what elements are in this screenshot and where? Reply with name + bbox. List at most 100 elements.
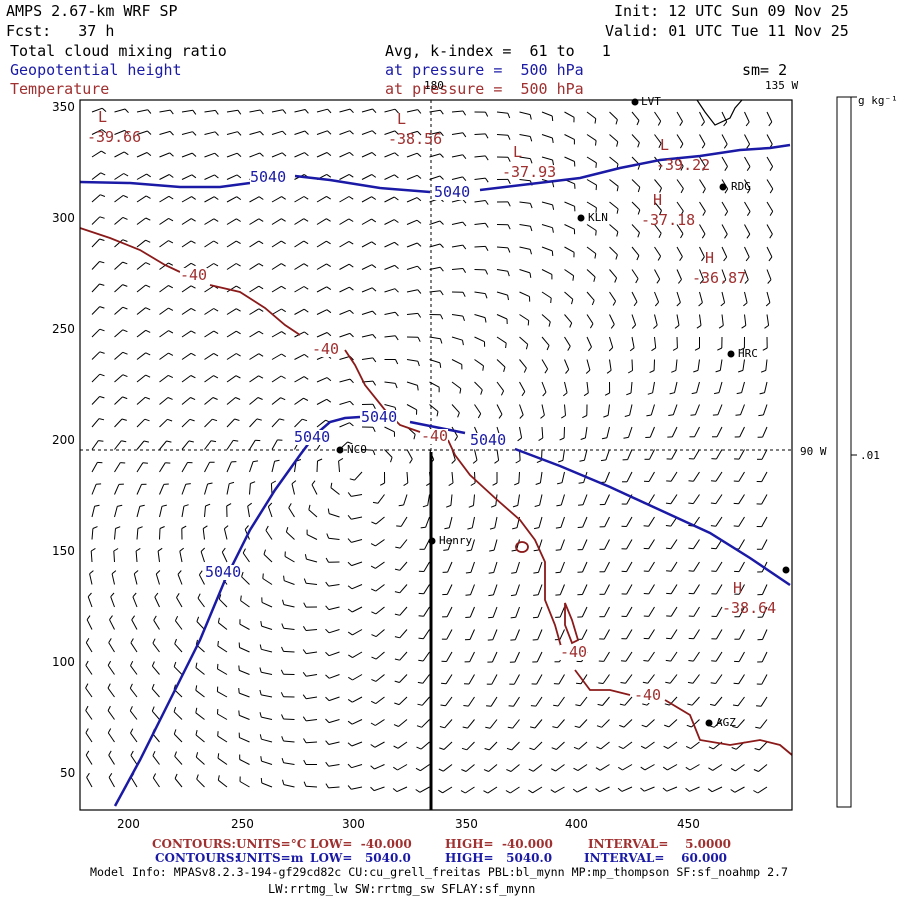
wind-barb-staff: [474, 314, 486, 319]
wind-barb-feather: [168, 285, 174, 289]
wind-barb-feather: [769, 211, 774, 216]
extremum-value-6: -36.87: [692, 269, 747, 287]
wind-barb-staff: [375, 516, 385, 525]
wind-barb-feather: [263, 549, 266, 555]
wind-barb-staff: [645, 741, 655, 749]
footer-model-info: Model Info: MPASv8.2.3-194-gf29cd82c CU:…: [90, 865, 789, 879]
wind-barb-feather: [642, 681, 648, 684]
wind-barb-staff: [474, 449, 478, 461]
wind-barb-staff: [648, 539, 655, 550]
wind-barb-feather: [168, 374, 174, 379]
wind-barb-staff: [283, 740, 295, 743]
wind-barb-feather: [701, 256, 705, 262]
wind-barb-staff: [351, 584, 363, 590]
wind-barb-staff: [375, 561, 385, 569]
wind-barb-feather: [327, 130, 332, 135]
wind-barb-staff: [204, 152, 215, 158]
wind-barb-staff: [226, 397, 236, 405]
wind-barb-feather: [259, 644, 262, 650]
wind-barb-feather: [724, 188, 729, 194]
wind-barb-feather: [349, 422, 354, 427]
wind-barb-staff: [603, 606, 610, 617]
wind-barb-feather: [603, 414, 609, 418]
wind-barb-feather: [393, 724, 399, 727]
wind-barb-staff: [474, 381, 483, 391]
wind-barb-staff: [649, 449, 655, 460]
wind-barb-staff: [159, 240, 169, 248]
lon-label-90w: 90 W: [800, 445, 827, 458]
wind-barb-feather: [723, 143, 728, 149]
wind-barb-staff: [699, 201, 706, 212]
wind-barb-feather: [198, 570, 203, 576]
wind-barb-feather: [680, 188, 684, 194]
wind-barb-staff: [114, 329, 124, 338]
wind-barb-feather: [629, 347, 635, 352]
wind-barb-feather: [685, 766, 691, 771]
wind-barb-feather: [552, 726, 558, 729]
wind-barb-feather: [556, 482, 563, 485]
wind-barb-staff: [737, 696, 745, 707]
wind-barb-staff: [204, 483, 209, 495]
wind-barb-staff: [715, 471, 723, 482]
wind-barb-staff: [446, 584, 453, 595]
wind-barb-feather: [709, 703, 716, 706]
wind-barb-staff: [181, 506, 185, 518]
wind-barb-feather: [130, 750, 134, 756]
wind-barb-feather: [242, 548, 246, 554]
wind-barb-feather: [715, 369, 721, 373]
wind-barb-feather: [595, 162, 597, 168]
wind-barb-staff: [652, 381, 655, 393]
wind-barb-staff: [339, 309, 350, 315]
wind-barb-staff: [198, 574, 205, 585]
wind-barb-staff: [406, 449, 413, 460]
wind-barb-feather: [349, 400, 354, 406]
coastline: [696, 99, 743, 126]
wind-barb-feather: [596, 725, 602, 728]
wind-barb-feather: [477, 413, 482, 419]
wind-barb-feather: [656, 278, 661, 284]
wind-barb-staff: [374, 764, 385, 770]
wind-barb-staff: [261, 738, 273, 743]
wind-barb-staff: [91, 351, 101, 360]
wind-barb-feather: [233, 439, 239, 442]
wind-barb-staff: [339, 240, 350, 248]
wind-barb-feather: [643, 660, 649, 662]
wind-barb-staff: [136, 484, 142, 495]
height-label-4: 5040: [294, 428, 331, 446]
wind-barb-staff: [316, 263, 327, 270]
wind-barb-staff: [267, 506, 273, 518]
wind-barb-staff: [604, 494, 610, 505]
wind-barb-staff: [451, 268, 464, 270]
footer-height-interval: INTERVAL= 60.000: [584, 851, 728, 865]
wind-barb-staff: [496, 314, 508, 320]
wind-barb-feather: [213, 308, 219, 312]
wind-barb-staff: [625, 674, 633, 684]
wind-barb-staff: [622, 764, 633, 771]
wind-barb-staff: [586, 179, 597, 186]
extremum-value-3: -37.93: [502, 163, 557, 181]
wind-barb-staff: [406, 174, 418, 180]
wind-barb-feather: [462, 110, 467, 116]
wind-barb-staff: [715, 561, 723, 572]
wind-barb-staff: [159, 130, 171, 135]
wind-barb-staff: [564, 246, 575, 253]
wind-barb-staff: [451, 176, 463, 180]
wind-barb-staff: [742, 359, 745, 371]
wind-barb-staff: [423, 561, 430, 572]
wind-barb-staff: [159, 307, 169, 315]
wind-barb-feather: [371, 678, 377, 682]
x-tick-450: 450: [677, 817, 700, 831]
wind-barb-feather: [546, 345, 550, 351]
wind-barb-feather: [259, 131, 264, 136]
wind-barb-feather: [760, 369, 766, 373]
wind-barb-staff: [676, 246, 683, 257]
wind-barb-feather: [347, 698, 353, 703]
wind-barb-staff: [91, 150, 102, 158]
wind-barb-feather: [145, 262, 151, 266]
wind-barb-feather: [281, 714, 284, 720]
wind-barb-feather: [390, 457, 393, 463]
wind-barb-staff: [226, 483, 230, 495]
wind-barb-feather: [238, 688, 240, 694]
wind-barb-feather: [680, 233, 684, 239]
wind-barb-feather: [123, 151, 129, 156]
